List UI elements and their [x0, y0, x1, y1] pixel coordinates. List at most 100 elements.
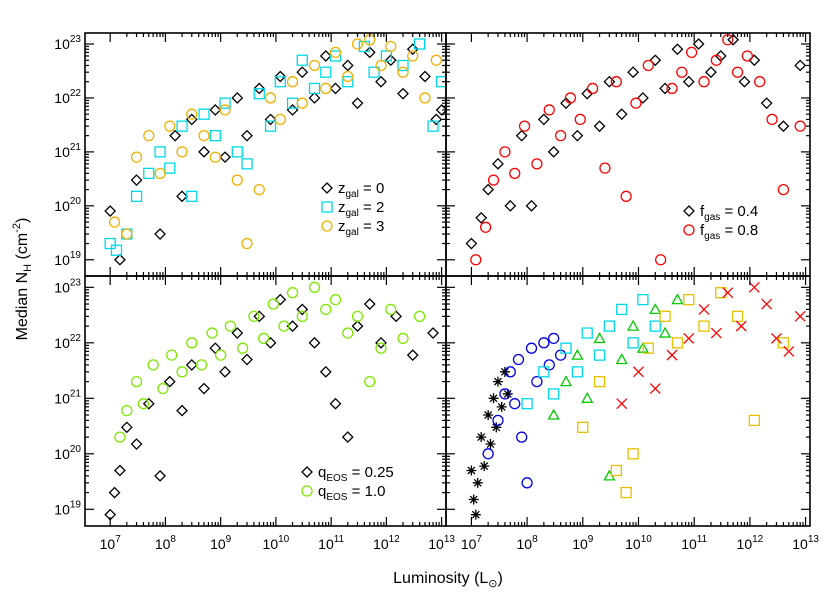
point-square-1-27: [413, 38, 426, 50]
y-tick-label: 1019: [54, 250, 81, 268]
point-square-1-14: [253, 88, 265, 100]
point-diamond-0-22: [705, 66, 717, 79]
legend-label: zgal = 2: [338, 199, 384, 219]
point-circle-1-13: [610, 76, 622, 88]
point-diamond-0-21: [692, 38, 705, 50]
y-tick-label: 1023: [54, 277, 81, 295]
point-cross-5-5: [698, 303, 710, 315]
point-square-4-1: [593, 375, 606, 388]
point-diamond-0-11: [209, 342, 222, 355]
point-diamond-0-13: [231, 327, 244, 339]
point-diamond-0-2: [130, 174, 143, 187]
point-cross-5-1: [633, 366, 644, 378]
point-circle-1-8: [525, 342, 538, 354]
point-square-4-9: [698, 320, 710, 332]
point-diamond-0-19: [329, 82, 342, 95]
point-square-2-7: [603, 320, 616, 332]
point-circle-1-5: [518, 120, 531, 132]
point-circle-1-0: [482, 448, 494, 460]
legend-label: zgal = 3: [338, 218, 384, 238]
point-diamond-0-1: [108, 486, 121, 499]
point-asterisk-0-11: [496, 401, 507, 412]
x-tick-label: 1013: [792, 534, 819, 552]
data-points: [466, 281, 806, 520]
point-square-2-2: [548, 388, 560, 400]
point-diamond-0-24: [351, 320, 364, 333]
point-circle-1-9: [531, 375, 543, 388]
point-diamond-0-0: [104, 205, 117, 217]
point-cross-5-7: [722, 287, 734, 299]
point-asterisk-0-9: [491, 422, 502, 433]
point-triangle-3-10: [658, 326, 672, 338]
point-circle-1-3: [137, 398, 150, 410]
x-tick-label: 1010: [263, 534, 290, 552]
point-circle-1-17: [655, 254, 667, 266]
point-diamond-0-22: [329, 397, 342, 410]
point-triangle-3-4: [593, 332, 606, 344]
point-diamond-0-18: [319, 50, 332, 62]
point-triangle-3-6: [615, 353, 628, 365]
point-square-1-24: [368, 66, 380, 78]
point-diamond-0-20: [341, 59, 354, 72]
point-circle-1-1: [479, 221, 492, 233]
point-square-1-9: [198, 108, 210, 120]
point-square-1-26: [397, 59, 409, 72]
point-diamond-0-3: [492, 157, 504, 170]
point-diamond-0-14: [241, 353, 253, 366]
point-circle-1-18: [286, 287, 299, 299]
point-circle-2-25: [385, 40, 397, 53]
point-circle-1-23: [342, 327, 354, 339]
point-cross-5-4: [683, 332, 695, 344]
data-points: [104, 34, 446, 266]
point-asterisk-0-6: [483, 410, 494, 421]
point-circle-2-20: [329, 46, 342, 59]
point-circle-1-19: [676, 66, 688, 78]
point-circle-1-4: [509, 167, 521, 180]
x-tick-label: 1011: [681, 534, 707, 552]
point-circle-2-0: [108, 216, 121, 228]
point-circle-1-22: [329, 293, 342, 306]
point-square-2-1: [538, 366, 550, 378]
point-diamond-0-12: [219, 365, 231, 378]
y-tick-label: 1022: [54, 88, 81, 106]
point-circle-1-4: [509, 398, 521, 410]
point-triangle-3-9: [649, 303, 662, 315]
point-square-4-6: [659, 310, 671, 322]
point-square-1-22: [342, 76, 354, 88]
point-circle-2-6: [176, 146, 188, 158]
point-circle-1-4: [147, 359, 159, 371]
point-diamond-0-4: [504, 199, 517, 212]
point-diamond-0-13: [603, 75, 616, 88]
point-square-1-17: [286, 97, 299, 109]
x-tick-label: 107: [461, 534, 483, 552]
point-circle-1-11: [215, 349, 227, 361]
point-asterisk-0-1: [468, 494, 479, 505]
point-diamond-0-16: [636, 92, 649, 104]
point-square-1-20: [320, 66, 332, 78]
x-tick-label: 1012: [737, 534, 764, 552]
point-circle-1-15: [630, 97, 642, 109]
point-circle-1-29: [413, 310, 426, 322]
point-square-2-10: [637, 293, 649, 306]
legend-marker-circle: [301, 485, 313, 497]
point-asterisk-0-3: [472, 477, 483, 488]
point-asterisk-0-5: [479, 461, 490, 472]
point-circle-1-7: [543, 104, 555, 116]
point-diamond-0-21: [319, 365, 332, 378]
point-square-2-8: [616, 303, 628, 316]
point-circle-1-8: [186, 337, 198, 349]
point-triangle-3-2: [571, 348, 584, 360]
point-diamond-0-2: [482, 183, 495, 196]
point-circle-1-12: [548, 332, 560, 345]
point-circle-1-17: [278, 320, 290, 332]
point-square-1-3: [130, 190, 143, 202]
point-circle-2-26: [397, 66, 409, 78]
ticks: [85, 33, 446, 276]
point-diamond-0-25: [738, 75, 751, 88]
x-tick-label: 1013: [428, 534, 455, 552]
point-circle-1-20: [308, 281, 321, 293]
point-circle-2-22: [351, 38, 364, 50]
